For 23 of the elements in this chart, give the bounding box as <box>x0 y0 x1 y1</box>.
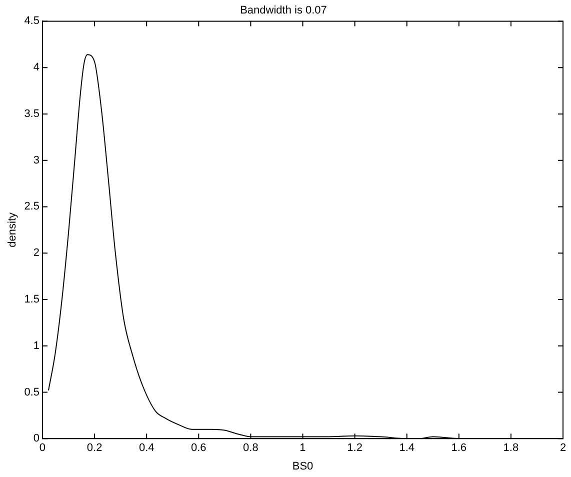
y-tick-label: 1.5 <box>24 294 40 306</box>
y-tick-label: 3.5 <box>24 108 40 120</box>
chart-title: Bandwidth is 0.07 <box>240 4 327 17</box>
x-tick-label: 0.2 <box>86 442 102 454</box>
x-tick-label: 2 <box>560 442 566 454</box>
y-tick-label: 2.5 <box>24 200 40 213</box>
x-tick-label: 1 <box>300 442 306 454</box>
y-tick-label: 1 <box>33 340 40 352</box>
y-tick-label: 0 <box>33 432 40 445</box>
x-axis-title: BS0 <box>292 460 314 472</box>
y-axis-title: density <box>6 212 19 248</box>
x-tick-label: 1.6 <box>451 442 467 454</box>
x-tick-label: 1.8 <box>503 442 519 454</box>
y-tick-label: 2 <box>33 247 40 260</box>
x-tick-label: 1.2 <box>347 442 362 454</box>
y-tick-label: 0.5 <box>24 386 40 398</box>
y-tick-label: 4.5 <box>24 15 40 28</box>
y-tick-label: 3 <box>33 154 40 166</box>
x-tick-label: 0.4 <box>138 442 154 454</box>
x-tick-label: 1.4 <box>399 442 414 454</box>
y-tick-label: 4 <box>33 62 40 74</box>
x-tick-label: 0.6 <box>190 442 206 454</box>
x-tick-label: 0.8 <box>243 442 258 454</box>
